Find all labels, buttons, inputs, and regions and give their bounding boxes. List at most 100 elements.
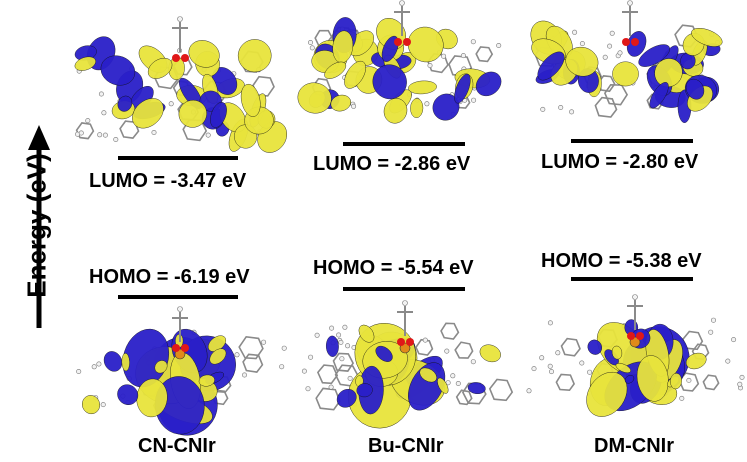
homo-orbital-0-lobe bbox=[209, 348, 227, 365]
lumo-label-cn-cnir: LUMO = -3.47 eV bbox=[89, 170, 247, 192]
lumo-orbital-0-lobe bbox=[188, 40, 220, 68]
homo-molecule-2-atom bbox=[739, 374, 745, 380]
homo-molecule-1-atom bbox=[314, 332, 320, 338]
lumo-label-dm-cnir: LUMO = -2.80 eV bbox=[541, 151, 699, 173]
homo-orbital-2-lobe bbox=[685, 352, 707, 370]
lumo-orbital-2-lobe bbox=[685, 78, 705, 100]
lumo-orbital-0-lobe bbox=[178, 99, 207, 128]
lumo-orbital-1-lobe bbox=[383, 98, 408, 124]
lumo-orbital-1-lobe bbox=[407, 26, 444, 63]
lumo-molecule-0-atom bbox=[97, 132, 103, 138]
lumo-molecule-0-atom bbox=[102, 132, 108, 138]
lumo-molecule-1-atom bbox=[309, 45, 315, 51]
lumo-orbital-2-lobe bbox=[649, 82, 669, 109]
lumo-orbital-0-lobe bbox=[74, 56, 96, 71]
homo-molecule-0-atom bbox=[177, 306, 183, 312]
homo-molecule-2-atom bbox=[737, 381, 743, 387]
homo-orbital-2-lobe bbox=[670, 373, 682, 390]
homo-molecule-1-atom bbox=[470, 359, 476, 365]
lumo-molecule-2-atom bbox=[609, 30, 615, 36]
lumo-molecule-2-atom bbox=[617, 50, 623, 56]
lumo-molecule-2-atom bbox=[602, 54, 608, 60]
lumo-level-cn-cnir bbox=[118, 156, 238, 160]
homo-label-dm-cnir: HOMO = -5.38 eV bbox=[541, 250, 702, 272]
lumo-molecule-2-atom bbox=[607, 43, 613, 49]
lumo-molecule-2-atom bbox=[627, 0, 633, 6]
lumo-molecule-1-atom bbox=[399, 0, 405, 6]
lumo-orbital-0-lobe bbox=[210, 102, 227, 128]
homo-molecule-2-atom bbox=[526, 388, 532, 394]
homo-orbital-0-lobe bbox=[103, 351, 123, 372]
lumo-molecule-2-atom bbox=[558, 105, 564, 111]
lumo-orbital-1-lobe bbox=[454, 73, 471, 104]
homo-molecule-1-ring bbox=[316, 364, 339, 385]
homo-molecule-1-ring bbox=[415, 338, 434, 356]
homo-molecule-1-atom bbox=[444, 348, 450, 354]
lumo-molecule-1-oxygen-atom bbox=[394, 38, 402, 46]
homo-orbital-0-lobe bbox=[121, 353, 130, 372]
lumo-molecule-1-atom bbox=[351, 103, 357, 109]
homo-molecule-1-oxygen-atom bbox=[397, 338, 405, 346]
lumo-molecule-0-atom bbox=[177, 16, 183, 22]
homo-molecule-1-atom bbox=[402, 300, 408, 306]
lumo-molecule-1-ring bbox=[475, 46, 494, 63]
homo-molecule-1-atom bbox=[347, 375, 353, 381]
lumo-orbital-0-lobe bbox=[237, 39, 272, 73]
lumo-orbital-0-lobe bbox=[117, 95, 133, 112]
homo-orbital-2-lobe bbox=[615, 363, 632, 373]
homo-molecule-0-ring bbox=[238, 335, 264, 360]
lumo-molecule-0-ring bbox=[252, 75, 275, 97]
lumo-orbital-1-lobe bbox=[408, 80, 437, 95]
homo-molecule-2-ring bbox=[560, 337, 581, 357]
lumo-orbital-1-lobe bbox=[344, 60, 366, 89]
homo-orbital-1-lobe bbox=[356, 383, 373, 398]
homo-molecule-0-atom bbox=[91, 364, 97, 370]
homo-molecule-1-ring bbox=[440, 322, 460, 340]
homo-orbital-core-2-lobe bbox=[586, 371, 628, 417]
homo-molecule-2-atom bbox=[547, 320, 553, 326]
homo-orbital-core-2-lobe bbox=[636, 355, 669, 402]
lumo-molecule-0-oxygen-atom bbox=[172, 54, 180, 62]
lumo-molecule-1-oxygen-atom bbox=[403, 38, 411, 46]
homo-molecule-1-atom bbox=[329, 325, 335, 331]
lumo-orbital-1-lobe bbox=[324, 61, 347, 79]
lumo-molecule-2-atom bbox=[579, 41, 585, 47]
homo-molecule-1-atom bbox=[328, 384, 334, 390]
compound-name-bu-cnir: Bu-CNIr bbox=[368, 435, 444, 457]
homo-molecule-0-oxygen-atom bbox=[172, 344, 180, 352]
homo-orbital-1-lobe bbox=[479, 344, 501, 363]
lumo-molecule-0-ring bbox=[75, 122, 95, 140]
homo-molecule-1-ring bbox=[454, 341, 474, 359]
homo-molecule-1-atom bbox=[342, 324, 348, 330]
lumo-molecule-0-oxygen-atom bbox=[181, 54, 189, 62]
lumo-molecule-0-atom bbox=[113, 137, 119, 143]
homo-orbital-2-lobe bbox=[587, 339, 603, 355]
homo-molecule-1-atom bbox=[308, 354, 314, 360]
lumo-molecule-2-ring bbox=[594, 96, 618, 118]
homo-molecule-1-atom bbox=[336, 332, 342, 338]
lumo-molecule-0-atom bbox=[205, 132, 211, 138]
homo-molecule-2-ring bbox=[555, 373, 576, 392]
homo-orbital-0-lobe bbox=[198, 374, 215, 387]
lumo-molecule-2-atom bbox=[569, 109, 575, 115]
homo-level-bu-cnir bbox=[343, 287, 465, 291]
homo-molecule-1-atom bbox=[455, 380, 461, 386]
homo-molecule-2-oxygen-atom bbox=[636, 332, 644, 340]
homo-molecule-2-atom bbox=[686, 377, 692, 383]
lumo-level-dm-cnir bbox=[571, 139, 693, 143]
lumo-orbital-1-lobe bbox=[372, 64, 407, 100]
homo-orbital-2-lobe bbox=[624, 375, 635, 384]
lumo-orbital-2-lobe bbox=[565, 46, 599, 77]
homo-molecule-1-ring bbox=[488, 378, 514, 402]
homo-molecule-2-atom bbox=[679, 395, 685, 401]
lumo-molecule-2-oxygen-atom bbox=[631, 38, 639, 46]
homo-molecule-0-atom bbox=[281, 345, 287, 351]
lumo-orbital-1-lobe bbox=[330, 94, 351, 112]
compound-name-dm-cnir: DM-CNIr bbox=[594, 435, 674, 457]
lumo-molecule-1-atom bbox=[424, 101, 430, 107]
lumo-orbital-0-lobe bbox=[147, 57, 173, 79]
homo-orbital-1-lobe bbox=[358, 324, 375, 343]
lumo-orbital-0-lobe bbox=[240, 83, 261, 117]
